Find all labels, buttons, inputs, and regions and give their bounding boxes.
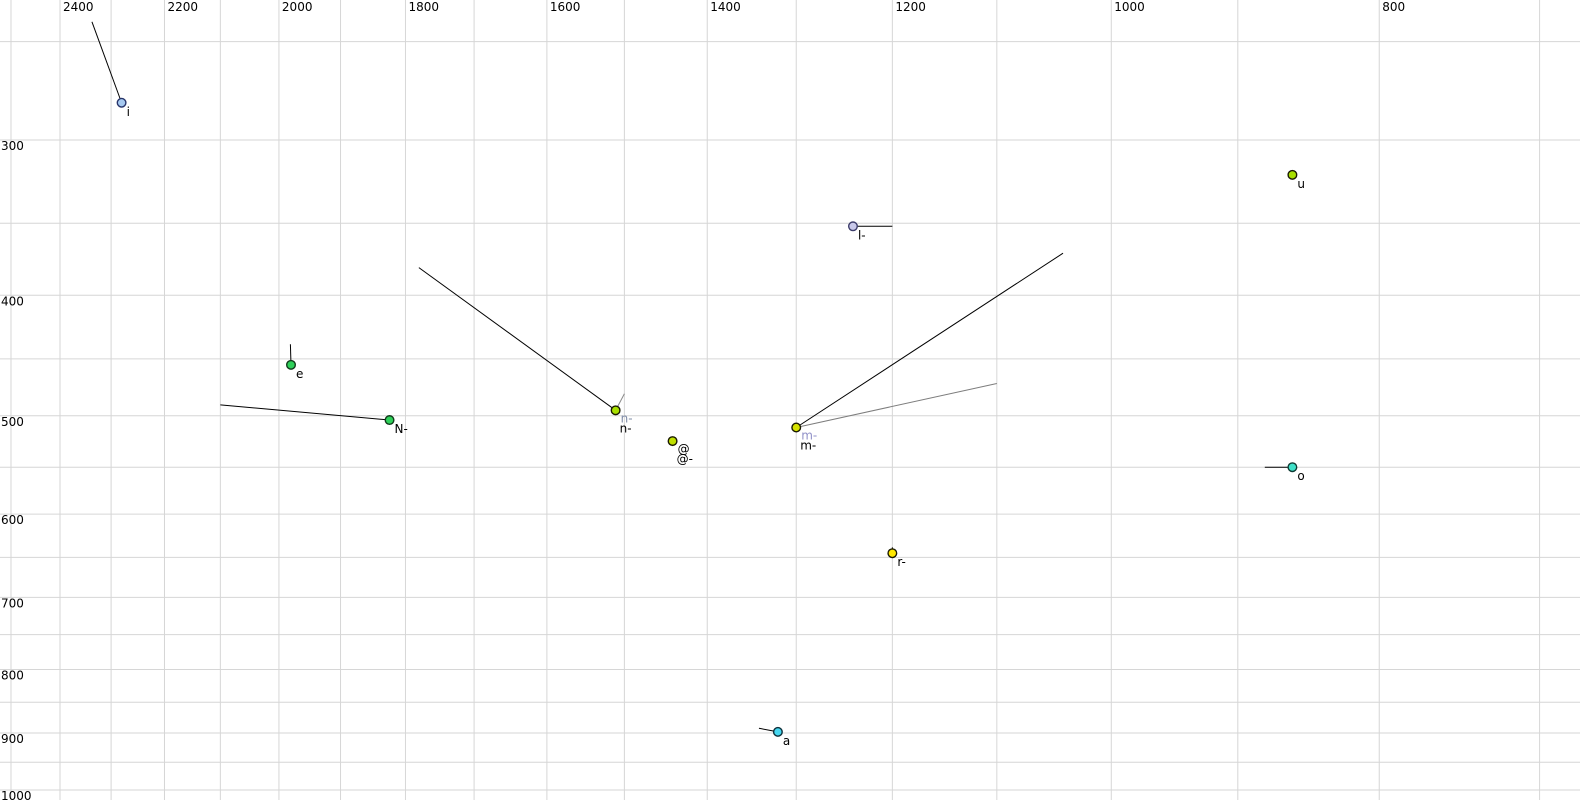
trajectory-line-m-1 bbox=[795, 252, 1064, 428]
vowel-point-i[interactable] bbox=[116, 97, 127, 108]
vowel-point-o[interactable] bbox=[1287, 462, 1298, 473]
vowel-point-r[interactable] bbox=[887, 548, 898, 559]
vowel-point-n[interactable] bbox=[610, 405, 621, 416]
y-tick-label-800: 800 bbox=[1, 668, 24, 682]
vowel-label-m-2: m- bbox=[800, 439, 816, 453]
vowel-point-schwa[interactable] bbox=[667, 436, 678, 447]
y-tick-label-400: 400 bbox=[1, 294, 24, 308]
vowel-point-u[interactable] bbox=[1287, 169, 1298, 180]
vowel-label-r: r- bbox=[897, 555, 906, 569]
vowel-label-n: n- bbox=[621, 411, 633, 425]
vowel-label-n-2: n- bbox=[620, 421, 632, 435]
y-tick-label-1000: 1000 bbox=[1, 789, 32, 800]
x-tick-label-800: 800 bbox=[1382, 0, 1405, 14]
vowel-point-e[interactable] bbox=[286, 359, 297, 370]
x-tick-label-1800: 1800 bbox=[408, 0, 439, 14]
vowel-point-m[interactable] bbox=[791, 422, 802, 433]
y-tick-label-900: 900 bbox=[1, 732, 24, 746]
x-tick-label-1200: 1200 bbox=[895, 0, 926, 14]
vowel-label-u: u bbox=[1297, 177, 1305, 191]
trajectory-line-n-1 bbox=[418, 267, 616, 411]
x-tick-label-2400: 2400 bbox=[63, 0, 94, 14]
x-tick-label-2000: 2000 bbox=[282, 0, 313, 14]
x-tick-label-1400: 1400 bbox=[710, 0, 741, 14]
vowel-label-N: N- bbox=[395, 422, 408, 436]
vowel-label-schwa: @ bbox=[678, 442, 690, 456]
vowel-label-l: l- bbox=[858, 228, 866, 242]
vowel-label-schwa-2: @- bbox=[677, 452, 693, 466]
y-tick-label-500: 500 bbox=[1, 415, 24, 429]
vowel-label-i: i bbox=[127, 105, 130, 119]
vowel-point-a[interactable] bbox=[772, 726, 783, 737]
vowel-label-m: m- bbox=[801, 429, 817, 443]
vowel-point-N[interactable] bbox=[384, 415, 395, 426]
vowel-label-o: o bbox=[1297, 469, 1304, 483]
y-tick-label-700: 700 bbox=[1, 596, 24, 610]
x-tick-label-2200: 2200 bbox=[167, 0, 198, 14]
trajectory-line-i-1 bbox=[91, 21, 123, 103]
y-tick-label-300: 300 bbox=[1, 139, 24, 153]
trajectory-line-N-1 bbox=[220, 404, 390, 421]
vowel-label-a: a bbox=[783, 734, 790, 748]
y-tick-label-600: 600 bbox=[1, 513, 24, 527]
vowel-point-l[interactable] bbox=[847, 221, 858, 232]
vowel-label-e: e bbox=[296, 367, 303, 381]
trajectory-line-m-2 bbox=[796, 383, 997, 428]
x-tick-label-1600: 1600 bbox=[550, 0, 581, 14]
x-tick-label-1000: 1000 bbox=[1114, 0, 1145, 14]
